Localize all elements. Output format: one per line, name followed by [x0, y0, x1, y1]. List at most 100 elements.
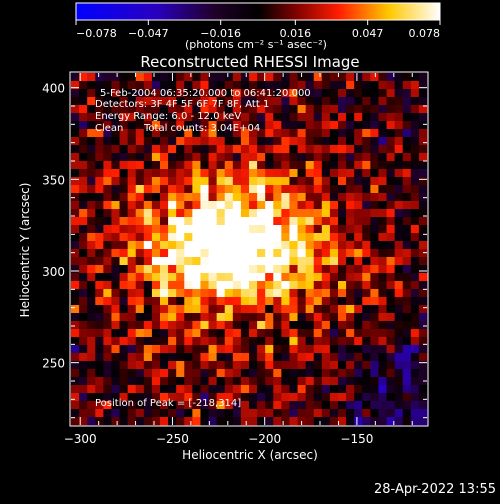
heatmap-cell: [240, 161, 250, 170]
heatmap-cell: [240, 393, 250, 402]
heatmap-cell: [289, 297, 298, 306]
heatmap-cell: [289, 409, 298, 418]
heatmap-cell: [394, 257, 404, 266]
heatmap-cell: [135, 345, 145, 354]
heatmap-cell: [418, 137, 428, 146]
heatmap-cell: [111, 225, 120, 234]
heatmap-cell: [273, 105, 282, 114]
heatmap-cell: [143, 225, 153, 234]
heatmap-cell: [370, 201, 379, 210]
heatmap-cell: [338, 97, 347, 106]
heatmap-cell: [87, 209, 96, 218]
heatmap-cell: [249, 265, 258, 274]
heatmap-cell: [151, 329, 161, 338]
heatmap-cell: [273, 385, 282, 394]
heatmap-cell: [305, 153, 315, 162]
heatmap-cell: [103, 257, 112, 266]
heatmap-cell: [321, 417, 331, 426]
heatmap-cell: [386, 145, 396, 154]
heatmap-cell: [151, 249, 161, 258]
heatmap-cell: [111, 265, 120, 274]
heatmap-cell: [281, 257, 290, 266]
heatmap-cell: [119, 273, 129, 282]
heatmap-cell: [151, 153, 161, 162]
heatmap-cell: [160, 153, 169, 162]
heatmap-cell: [378, 273, 387, 282]
heatmap-cell: [338, 401, 347, 410]
heatmap-cell: [329, 97, 339, 106]
heatmap-cell: [216, 201, 226, 210]
heatmap-cell: [362, 257, 371, 266]
heatmap-cell: [71, 185, 80, 194]
heatmap-cell: [151, 201, 161, 210]
heatmap-cell: [265, 409, 274, 418]
heatmap-cell: [135, 241, 145, 250]
heatmap-cell: [265, 401, 274, 410]
heatmap-cell: [232, 329, 242, 338]
heatmap-cell: [87, 265, 96, 274]
heatmap-cell: [184, 273, 193, 282]
heatmap-cell: [257, 377, 266, 386]
heatmap-cell: [313, 169, 323, 178]
heatmap-cell: [135, 265, 145, 274]
heatmap-cell: [370, 97, 379, 106]
heatmap-cell: [362, 337, 371, 346]
colorbar-tick-label: −0.047: [128, 27, 169, 40]
heatmap-cell: [208, 145, 218, 154]
heatmap-cell: [95, 273, 104, 282]
heatmap-cell: [71, 153, 80, 162]
heatmap-cell: [143, 185, 153, 194]
heatmap-cell: [127, 153, 137, 162]
heatmap-cell: [273, 201, 282, 210]
heatmap-cell: [79, 129, 88, 138]
heatmap-cell: [370, 401, 379, 410]
heatmap-cell: [346, 313, 355, 322]
heatmap-cell: [281, 137, 290, 146]
heatmap-cell: [410, 209, 420, 218]
heatmap-cell: [265, 89, 274, 98]
heatmap-cell: [135, 225, 145, 234]
heatmap-cell: [362, 265, 371, 274]
heatmap-cell: [410, 297, 420, 306]
heatmap-cell: [249, 81, 258, 90]
heatmap-cell: [103, 329, 112, 338]
heatmap-cell: [418, 305, 428, 314]
heatmap-cell: [386, 281, 396, 290]
heatmap-cell: [176, 417, 185, 426]
heatmap-cell: [402, 385, 412, 394]
heatmap-cell: [418, 313, 428, 322]
heatmap-cell: [87, 409, 96, 418]
heatmap-cell: [338, 81, 347, 90]
heatmap-cell: [119, 313, 129, 322]
heatmap-cell: [95, 169, 104, 178]
heatmap-cell: [184, 249, 193, 258]
heatmap-cell: [87, 385, 96, 394]
heatmap-cell: [410, 329, 420, 338]
heatmap-cell: [338, 225, 347, 234]
heatmap-cell: [329, 121, 339, 130]
heatmap-cell: [119, 161, 129, 170]
heatmap-cell: [297, 97, 307, 106]
heatmap-cell: [394, 113, 404, 122]
heatmap-cell: [176, 281, 185, 290]
heatmap-cell: [135, 121, 145, 130]
heatmap-cell: [71, 137, 80, 146]
heatmap-cell: [240, 241, 250, 250]
heatmap-cell: [273, 209, 282, 218]
heatmap-cell: [321, 185, 331, 194]
heatmap-cell: [176, 265, 185, 274]
heatmap-cell: [305, 89, 315, 98]
heatmap-cell: [208, 121, 218, 130]
heatmap-cell: [160, 81, 169, 90]
heatmap-cell: [95, 97, 104, 106]
heatmap-cell: [200, 273, 209, 282]
heatmap-cell: [394, 233, 404, 242]
heatmap-cell: [329, 297, 339, 306]
heatmap-cell: [151, 193, 161, 202]
heatmap-cell: [378, 145, 387, 154]
heatmap-cell: [329, 377, 339, 386]
heatmap-cell: [95, 313, 104, 322]
heatmap-cell: [386, 289, 396, 298]
heatmap-cell: [410, 145, 420, 154]
heatmap-cell: [200, 361, 209, 370]
